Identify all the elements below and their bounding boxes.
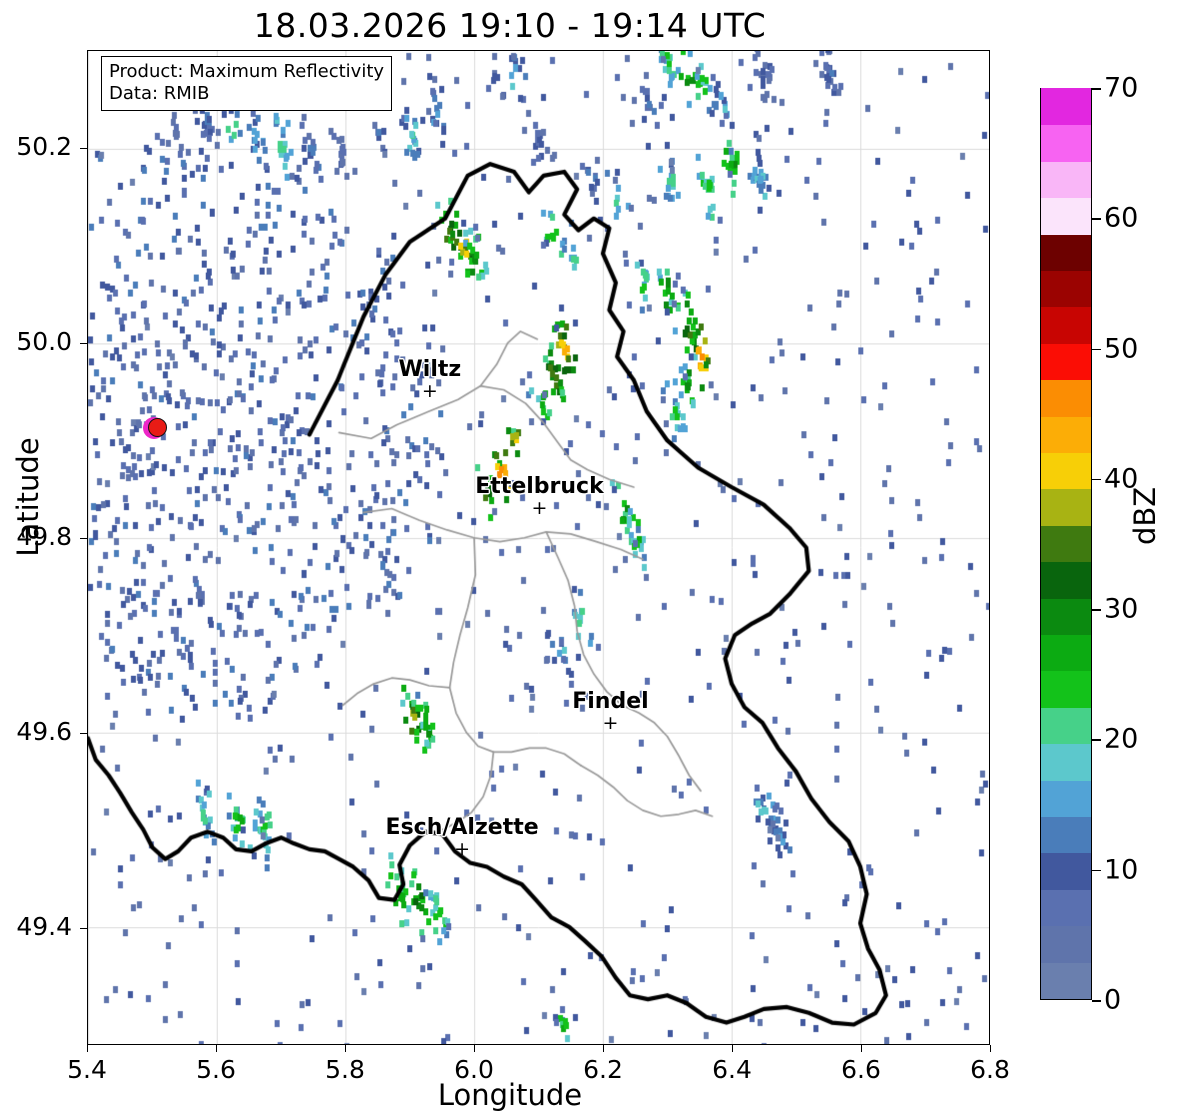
colorbar-tick (1092, 609, 1101, 611)
y-tick (80, 342, 87, 344)
radar-site-marker (142, 416, 168, 440)
colorbar-band (1041, 852, 1091, 890)
y-axis-label: Latitude (11, 437, 45, 557)
y-tick (80, 927, 87, 929)
place-label-wiltz: Wiltz + (398, 356, 462, 402)
y-tick (80, 537, 87, 539)
colorbar-axis-label: dBZ (1128, 486, 1162, 545)
colorbar-tick-label: 20 (1104, 723, 1139, 755)
x-axis-label: Longitude (437, 1078, 583, 1112)
x-tick (216, 1045, 217, 1052)
colorbar-band (1041, 706, 1091, 745)
colorbar-band (1041, 160, 1091, 199)
x-tick (861, 1045, 862, 1052)
colorbar-band (1041, 87, 1091, 126)
y-tick-label: 49.6 (16, 716, 72, 746)
colorbar-band (1041, 342, 1091, 381)
colorbar-tick (1092, 1000, 1101, 1002)
colorbar-tick-label: 40 (1104, 463, 1139, 495)
x-tick-label: 6.4 (712, 1055, 752, 1084)
place-label-ettelbruck: Ettelbruck + (475, 473, 604, 519)
colorbar-band (1041, 743, 1091, 781)
colorbar-band (1041, 670, 1091, 708)
y-tick-label: 49.4 (16, 911, 72, 941)
x-tick (990, 1045, 991, 1052)
place-cross-marker: + (531, 496, 548, 519)
page-title: 18.03.2026 19:10 - 19:14 UTC (253, 6, 767, 45)
place-name: Wiltz (398, 356, 462, 382)
colorbar-tick (1092, 88, 1101, 90)
y-tick (80, 732, 87, 734)
place-label-findel: Findel + (572, 688, 649, 734)
colorbar-band (1041, 197, 1091, 235)
place-cross-marker: + (602, 711, 619, 734)
colorbar-tick-label: 50 (1104, 333, 1139, 365)
colorbar-tick-label: 70 (1104, 72, 1139, 104)
info-product-line: Product: Maximum Reflectivity (109, 61, 385, 82)
x-tick-label: 6.0 (454, 1055, 494, 1084)
place-name: Ettelbruck (475, 473, 604, 499)
info-legend-box: Product: Maximum Reflectivity Data: RMIB (101, 56, 393, 111)
colorbar-band (1041, 961, 1091, 999)
x-tick-label: 6.6 (841, 1055, 881, 1084)
colorbar-band (1041, 925, 1091, 963)
map-plot-area[interactable]: Product: Maximum Reflectivity Data: RMIB… (87, 50, 990, 1045)
colorbar-band (1041, 233, 1091, 271)
y-tick-label: 49.8 (16, 521, 72, 551)
colorbar-tick (1092, 348, 1101, 351)
radar-site-dot (148, 417, 168, 437)
colorbar-tick (1092, 478, 1101, 481)
x-tick-label: 6.8 (970, 1055, 1010, 1084)
colorbar-tick-label: 30 (1104, 593, 1139, 625)
x-tick (603, 1045, 604, 1052)
place-cross-marker: + (421, 379, 438, 402)
x-tick (474, 1045, 475, 1052)
colorbar-band (1041, 451, 1091, 490)
colorbar-band (1041, 561, 1091, 599)
place-label-esch-alzette: Esch/Alzette + (385, 815, 539, 861)
colorbar-band (1041, 888, 1091, 927)
place-cross-marker: + (454, 838, 471, 861)
place-name: Esch/Alzette (385, 815, 539, 841)
colorbar-tick-label: 60 (1104, 202, 1139, 234)
colorbar-tick (1092, 739, 1101, 742)
place-name: Findel (572, 688, 649, 714)
x-tick (732, 1045, 733, 1052)
colorbar-band (1041, 779, 1091, 817)
colorbar-band (1041, 306, 1091, 344)
x-tick-label: 6.2 (583, 1055, 623, 1084)
colorbar-tick-label: 10 (1104, 854, 1139, 886)
colorbar-band (1041, 597, 1091, 635)
x-tick-label: 5.8 (325, 1055, 365, 1084)
colorbar-band (1041, 269, 1091, 308)
y-tick-label: 50.0 (16, 326, 72, 356)
y-tick (80, 147, 87, 149)
colorbar-tick (1092, 218, 1101, 220)
colorbar-band (1041, 488, 1091, 526)
y-tick-label: 50.2 (16, 131, 72, 161)
colorbar-band (1041, 815, 1091, 854)
colorbar-group: 0 10 20 30 40 50 60 70 (1040, 73, 1138, 1016)
colorbar-band (1041, 124, 1091, 162)
x-tick (87, 1045, 88, 1052)
colorbar (1040, 87, 1092, 1000)
colorbar-band (1041, 524, 1091, 563)
x-tick-label: 5.4 (67, 1055, 107, 1084)
x-tick (345, 1045, 346, 1052)
colorbar-tick-label: 0 (1104, 984, 1122, 1016)
colorbar-band (1041, 379, 1091, 417)
radar-reflectivity-canvas (88, 51, 989, 1044)
info-data-line: Data: RMIB (109, 82, 210, 104)
x-tick-label: 5.6 (196, 1055, 236, 1084)
colorbar-band (1041, 415, 1091, 453)
colorbar-band (1041, 633, 1091, 672)
colorbar-tick (1092, 869, 1101, 872)
